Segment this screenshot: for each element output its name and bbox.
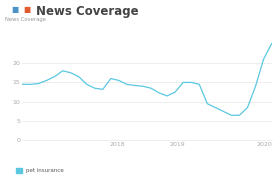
Legend: pet insurance: pet insurance — [14, 166, 66, 176]
Text: ■: ■ — [11, 5, 18, 14]
Text: ■: ■ — [24, 5, 31, 14]
Text: News Coverage: News Coverage — [36, 4, 139, 17]
Text: News Coverage: News Coverage — [5, 17, 46, 22]
